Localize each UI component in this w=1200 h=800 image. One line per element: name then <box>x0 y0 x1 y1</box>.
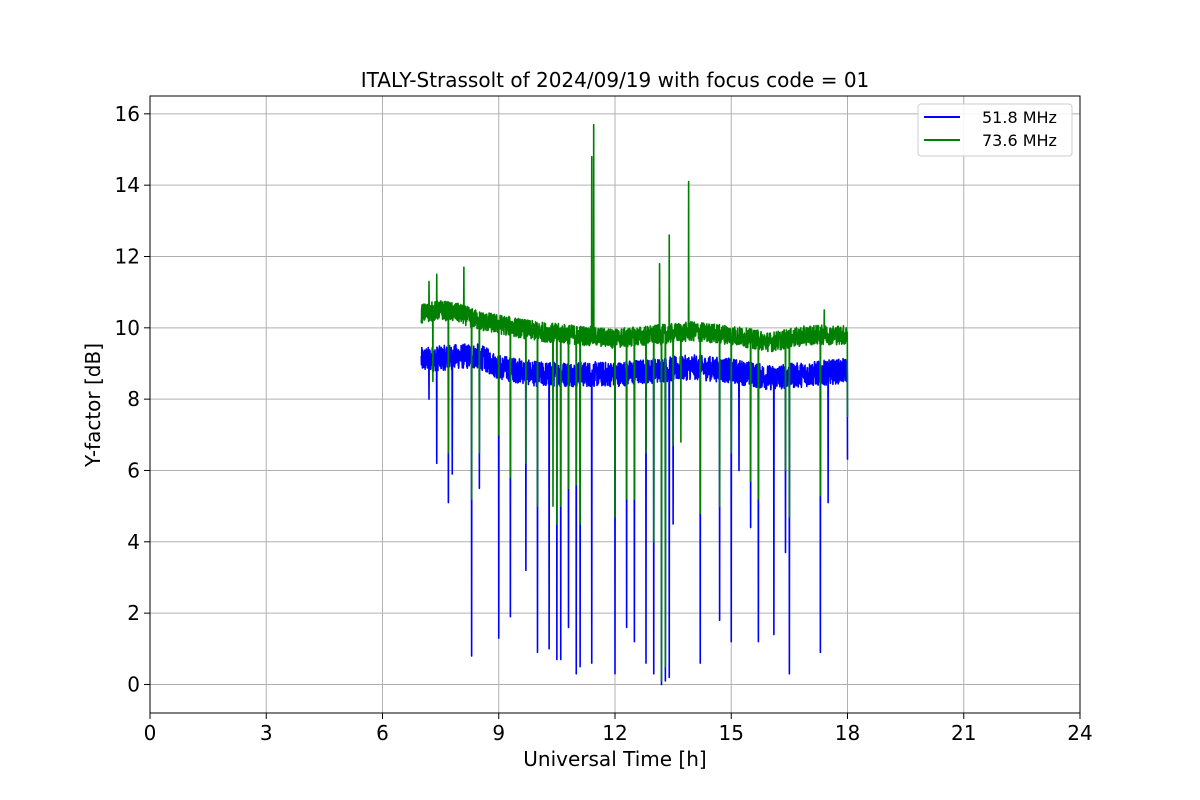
x-axis-label: Universal Time [h] <box>523 747 706 771</box>
y-tick-label: 0 <box>127 672 140 696</box>
x-tick-label: 6 <box>376 721 389 745</box>
y-tick-label: 16 <box>115 102 140 126</box>
x-tick-label: 21 <box>951 721 976 745</box>
legend-label-51-8: 51.8 MHz <box>982 108 1057 127</box>
y-tick-label: 10 <box>115 316 140 340</box>
legend[interactable]: 51.8 MHz 73.6 MHz <box>917 103 1073 157</box>
y-tick-label: 4 <box>127 530 140 554</box>
chart-title: ITALY-Strassolt of 2024/09/19 with focus… <box>361 68 870 92</box>
legend-label-73-6: 73.6 MHz <box>982 131 1057 150</box>
y-tick-label: 8 <box>127 387 140 411</box>
x-tick-label: 3 <box>260 721 273 745</box>
series-line <box>420 343 849 686</box>
x-tick-label: 0 <box>144 721 157 745</box>
x-tick-label: 18 <box>835 721 860 745</box>
x-tick-label: 12 <box>602 721 627 745</box>
y-tick-label: 2 <box>127 601 140 625</box>
y-tick-label: 6 <box>127 458 140 482</box>
y-tick-label: 12 <box>115 244 140 268</box>
y-tick-label: 14 <box>115 173 140 197</box>
x-axis: 0 3 6 9 12 15 18 21 24 <box>144 713 1093 745</box>
y-axis: 0 2 4 6 8 10 12 14 16 <box>115 102 150 696</box>
series-51-8-MHz <box>420 343 849 686</box>
x-tick-label: 15 <box>719 721 744 745</box>
y-axis-label: Y-factor [dB] <box>81 343 105 468</box>
series-layer <box>420 123 849 686</box>
series-73-6-MHz <box>420 123 849 682</box>
x-tick-label: 9 <box>492 721 505 745</box>
series-line <box>420 123 849 682</box>
x-tick-label: 24 <box>1067 721 1092 745</box>
